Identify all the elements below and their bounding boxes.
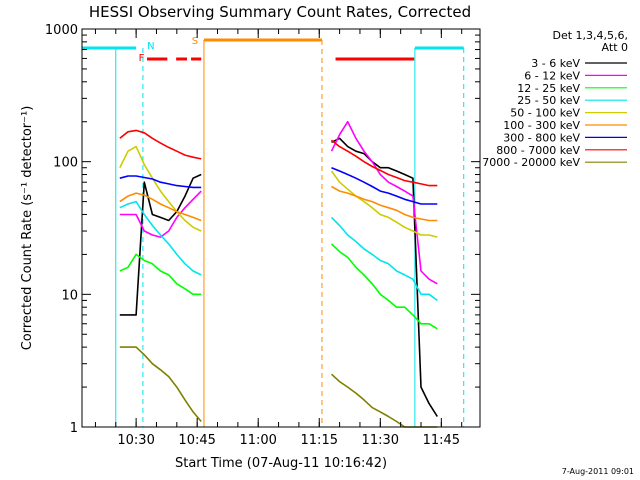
legend-label: 300 - 800 keV <box>503 131 580 144</box>
legend-label: 3 - 6 keV <box>531 57 580 70</box>
series-line-100-300-kev-1 <box>119 192 202 222</box>
x-tick-label: 10:45 <box>178 433 215 448</box>
series-line-6-12-kev-1 <box>119 190 202 238</box>
flag-label-s: S <box>192 36 198 47</box>
y-tick-label: 10 <box>61 288 78 303</box>
y-tick-label: 1000 <box>45 23 78 38</box>
legend-header-line-1: Det 1,3,4,5,6, <box>552 29 628 42</box>
legend-label: 6 - 12 keV <box>524 69 580 82</box>
legend-label: 50 - 100 keV <box>510 107 580 120</box>
legend-label: 25 - 50 keV <box>517 94 580 107</box>
x-axis-label: Start Time (07-Aug-11 10:16:42) <box>175 456 387 471</box>
series-line-300-800-kev-2 <box>331 166 438 205</box>
legend-header-line-2: Att 0 <box>602 41 628 54</box>
y-tick-label: 100 <box>53 156 78 171</box>
chart-title: HESSI Observing Summary Count Rates, Cor… <box>89 3 471 21</box>
series-line-50-100-kev-1 <box>119 145 202 232</box>
series-line-300-800-kev-1 <box>119 175 202 189</box>
y-axis: 1 10 100 1000 <box>45 23 480 436</box>
series-line-12-25-kev-1 <box>119 253 202 296</box>
plot-frame <box>81 28 481 428</box>
attenuator-flags: NF S <box>82 36 465 427</box>
series-line-12-25-kev-2 <box>330 243 438 330</box>
series-line-800-7000-kev-2 <box>331 139 438 187</box>
series-line-3-6-kev-2 <box>331 137 438 417</box>
x-axis: 10:30 10:45 11:00 11:15 11:30 11:45 <box>94 29 463 448</box>
footer-date: 7-Aug-2011 09:01 <box>562 467 634 476</box>
y-tick-label: 1 <box>70 421 78 436</box>
series-line-3-6-kev-1 <box>119 173 202 316</box>
series-line-25-50-kev-1 <box>119 200 202 276</box>
series-line-800-7000-kev-1 <box>119 129 202 160</box>
flag-label-f: F <box>139 53 145 64</box>
series-line-7000-20000-kev-1 <box>119 346 202 423</box>
series-line-6-12-kev-2 <box>330 120 438 285</box>
series-line-100-300-kev-2 <box>331 185 438 222</box>
y-axis-label: Corrected Count Rate (s⁻¹ detector⁻¹) <box>20 106 35 351</box>
legend-label: 7000 - 20000 keV <box>482 156 580 169</box>
legend-label: 12 - 25 keV <box>517 82 580 95</box>
x-tick-label: 11:30 <box>362 433 399 448</box>
legend-label: 800 - 7000 keV <box>496 144 580 157</box>
legend-label: 100 - 300 keV <box>503 119 580 132</box>
plot-area <box>119 120 438 428</box>
x-tick-label: 11:15 <box>301 433 338 448</box>
flag-label-n: N <box>147 41 154 52</box>
series-line-25-50-kev-2 <box>330 216 438 302</box>
series-line-50-100-kev-2 <box>330 170 438 238</box>
x-tick-label: 11:45 <box>423 433 460 448</box>
x-tick-label: 11:00 <box>239 433 276 448</box>
x-tick-label: 10:30 <box>117 433 154 448</box>
